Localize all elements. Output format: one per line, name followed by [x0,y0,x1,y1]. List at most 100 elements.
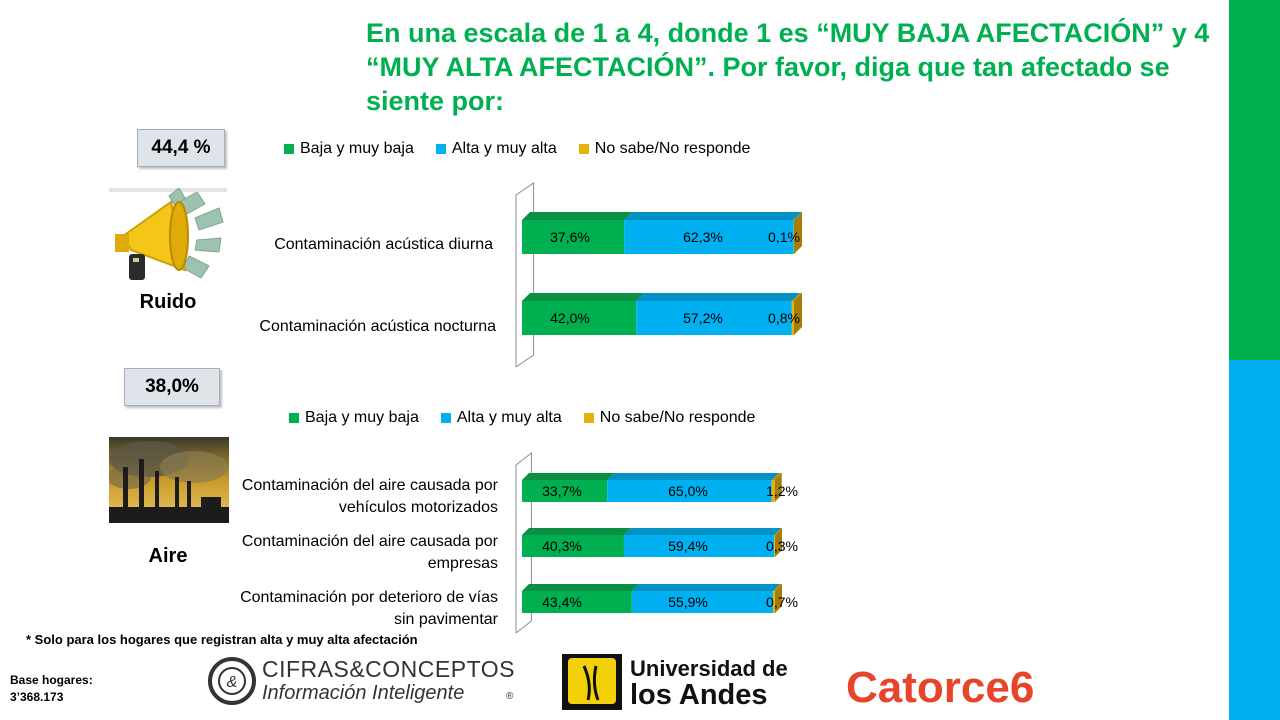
sidebar-accent-blue [1229,360,1280,720]
cifras-conceptos-logo: & CIFRAS&CONCEPTOS Información Inteligen… [206,655,536,707]
slide-title: En una escala de 1 a 4, donde 1 es “MUY … [366,18,1210,116]
bar-top-face [636,293,800,301]
legend-item-baja: Baja y muy baja [284,140,414,158]
category-label: Contaminación del aire causada por empre… [241,533,498,572]
bar-top-face [631,584,781,591]
chart-ruido: 37,6% 62,3% 0,1% 42,0% 57,2% 0,8% [515,182,802,368]
data-label: 62,3% [683,229,723,245]
legend-label: Alta y muy alta [456,409,562,426]
legend-swatch-green [289,413,299,423]
legend-swatch-green [284,144,294,154]
data-label: 0,8% [768,310,800,326]
bar-top-face [522,528,631,535]
bar-top-face [774,528,782,535]
legend-swatch-gold [583,413,594,423]
data-label: 0,1% [768,229,800,245]
legend-label: No sabe/No responde [599,409,756,426]
bar-top-face [522,212,633,220]
section-label-ruido: Ruido [139,291,197,313]
bar-top-face [793,212,802,220]
base-label: Base hogares: [10,673,93,687]
bar-top-face [773,584,782,591]
bar-segment [771,480,775,502]
bar-segment [624,220,794,254]
chart-legend-ruido: Baja y muy baja Alta y muy alta No sabe/… [284,140,772,158]
data-label: 55,9% [668,594,708,610]
bar-segment [522,535,624,557]
bar-side-face [775,528,782,557]
plot-wall [515,182,535,368]
legend-item-alta: Alta y muy alta [440,409,562,427]
legend-item-baja: Baja y muy baja [289,409,419,427]
legend-item-nsnr: No sabe/No responde [578,140,751,158]
category-label: Contaminación acústica diurna [274,236,493,253]
factory-smoke-image [107,437,229,523]
uniandes-logo: Universidad de los Andes [562,654,824,711]
bar-segment [522,220,625,254]
data-label: 0,7% [766,594,798,610]
cifras-logo-registered: ® [506,691,514,702]
legend-label: Baja y muy baja [305,409,419,426]
uniandes-logo-text: los Andes [630,679,768,710]
legend-label: Baja y muy baja [300,140,414,157]
legend-swatch-blue [440,413,451,423]
bar-segment [636,301,792,335]
data-label: 37,6% [550,229,590,245]
footnote: * Solo para los hogares que registran al… [26,632,418,647]
megaphone-icon [109,187,227,284]
data-label: 57,2% [683,310,723,326]
bar-top-face [623,528,782,535]
bar-top-face [522,293,645,301]
data-label: 33,7% [542,483,582,499]
cifras-logo-text: CIFRAS&CONCEPTOS [262,656,515,682]
bar-segment [773,591,775,613]
bar-segment [631,591,774,613]
bar-side-face [774,473,782,502]
bar-segment [774,535,775,557]
bar-segment [522,480,608,502]
data-label: 1,2% [766,483,798,499]
base-hogares: Base hogares: 3’368.173 [10,672,93,706]
bar-top-face [607,473,779,480]
legend-item-nsnr: No sabe/No responde [583,409,756,427]
bar-top-face [624,212,802,220]
legend-swatch-gold [578,144,589,154]
cifras-logo-mark-text: & [227,674,238,691]
section-label-aire: Aire [148,545,188,567]
legend-label: No sabe/No responde [594,140,751,157]
bar-top-face [522,584,639,591]
bar-side-face [794,293,802,335]
legend-item-alta: Alta y muy alta [435,140,557,158]
bar-segment [791,301,794,335]
data-label: 40,3% [542,538,582,554]
catorce6-logo: Catorce6 [846,660,1130,712]
category-label: Contaminación acústica nocturna [259,318,496,335]
bar-segment [623,535,775,557]
bar-side-face [794,212,802,254]
legend-label: Alta y muy alta [451,140,557,157]
ruido-percent-badge: 44,4 % [137,129,225,167]
bar-segment [522,591,632,613]
base-value: 3’368.173 [10,690,64,704]
bar-segment [522,301,637,335]
aire-percent-badge: 38,0% [124,368,220,406]
bar-segment [793,220,795,254]
bar-top-face [771,473,782,480]
cifras-logo-subtext: Información Inteligente [262,682,464,704]
bar-side-face [775,584,782,613]
data-label: 42,0% [550,310,590,326]
sidebar-accent-green [1229,0,1280,360]
catorce6-logo-text: Catorce6 [846,663,1034,710]
category-label: Contaminación del aire causada por vehíc… [241,477,498,516]
uniandes-logo-text: Universidad de [630,656,788,681]
legend-swatch-blue [435,144,446,154]
data-label: 65,0% [668,483,708,499]
bar-top-face [522,473,615,480]
data-label: 0,3% [766,538,798,554]
data-label: 59,4% [668,538,708,554]
chart-legend-aire: Baja y muy baja Alta y muy alta No sabe/… [289,409,777,427]
bar-segment [607,480,772,502]
chart-aire: 33,7% 65,0% 1,2% 40,3% 59,4% 0,3% 43,4% 55,9% 0,… [515,451,798,634]
category-label: Contaminación por deterioro de vías sin … [240,589,498,628]
data-label: 43,4% [542,594,582,610]
